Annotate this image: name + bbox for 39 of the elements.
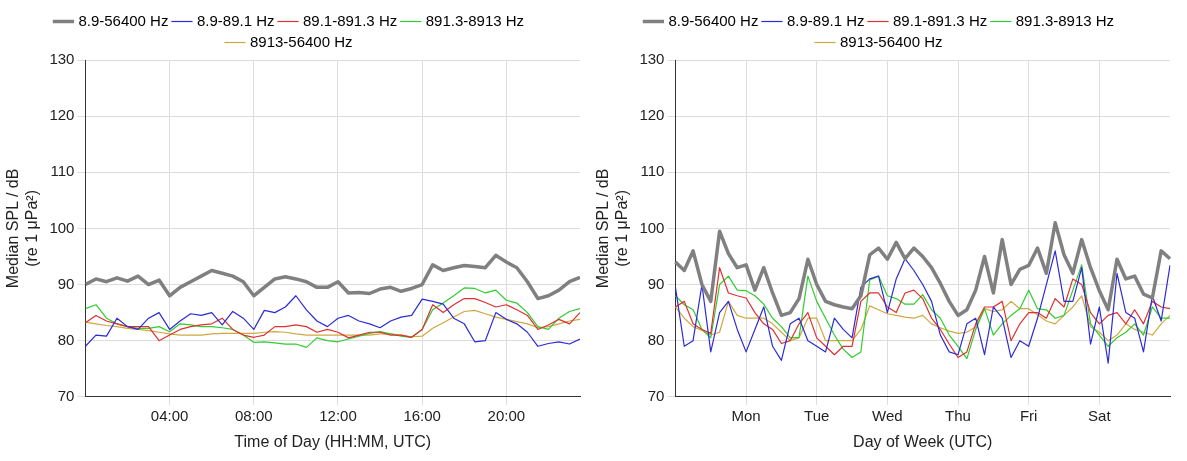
y-tick-label: 120: [49, 106, 75, 124]
legend-label: 89.1-891.3 Hz: [892, 11, 988, 29]
y-axis-title: Median SPL / dB (re 1 μPa²): [594, 168, 631, 289]
y-tick-label: 100: [639, 218, 665, 236]
y-axis-title: Median SPL / dB (re 1 μPa²): [4, 168, 41, 289]
y-tick-label: 90: [57, 274, 75, 292]
legend-label: 8913-56400 Hz: [249, 32, 353, 50]
legend-label: 891.3-8913 Hz: [1015, 11, 1115, 29]
x-tick-label: Mon: [731, 406, 761, 424]
y-tick-label: 100: [49, 218, 75, 236]
x-tick-label: Fri: [1019, 406, 1038, 424]
x-tick-label: 20:00: [487, 406, 526, 424]
x-axis-title: Day of Week (UTC): [853, 432, 993, 450]
x-tick-label: Wed: [872, 406, 903, 424]
legend-label: 89.1-891.3 Hz: [302, 11, 398, 29]
x-tick-label: 08:00: [235, 406, 273, 424]
y-tick-label: 120: [639, 106, 665, 124]
x-tick-label: Tue: [804, 406, 830, 424]
y-tick-label: 130: [639, 50, 665, 68]
x-axis-title: Time of Day (HH:MM, UTC): [234, 432, 432, 450]
legend-label: 891.3-8913 Hz: [425, 11, 525, 29]
legend-label: 8.9-56400 Hz: [668, 11, 759, 29]
legend-label: 8.9-89.1 Hz: [786, 11, 865, 29]
y-tick-label: 80: [647, 330, 665, 348]
legend-label: 8913-56400 Hz: [839, 32, 943, 50]
legend-label: 8.9-56400 Hz: [78, 11, 169, 29]
y-tick-label: 80: [57, 330, 75, 348]
x-tick-label: 04:00: [150, 406, 189, 424]
x-tick-label: 16:00: [403, 406, 441, 424]
y-tick-label: 110: [640, 162, 665, 180]
y-tick-label: 70: [57, 386, 75, 404]
y-tick-label: 70: [647, 386, 665, 404]
x-tick-label: 12:00: [319, 406, 357, 424]
legend-label: 8.9-89.1 Hz: [196, 11, 275, 29]
x-tick-label: Sat: [1088, 406, 1112, 424]
y-tick-label: 130: [49, 50, 75, 68]
y-tick-label: 90: [647, 274, 665, 292]
y-tick-label: 110: [50, 162, 75, 180]
x-tick-label: Thu: [945, 406, 971, 424]
